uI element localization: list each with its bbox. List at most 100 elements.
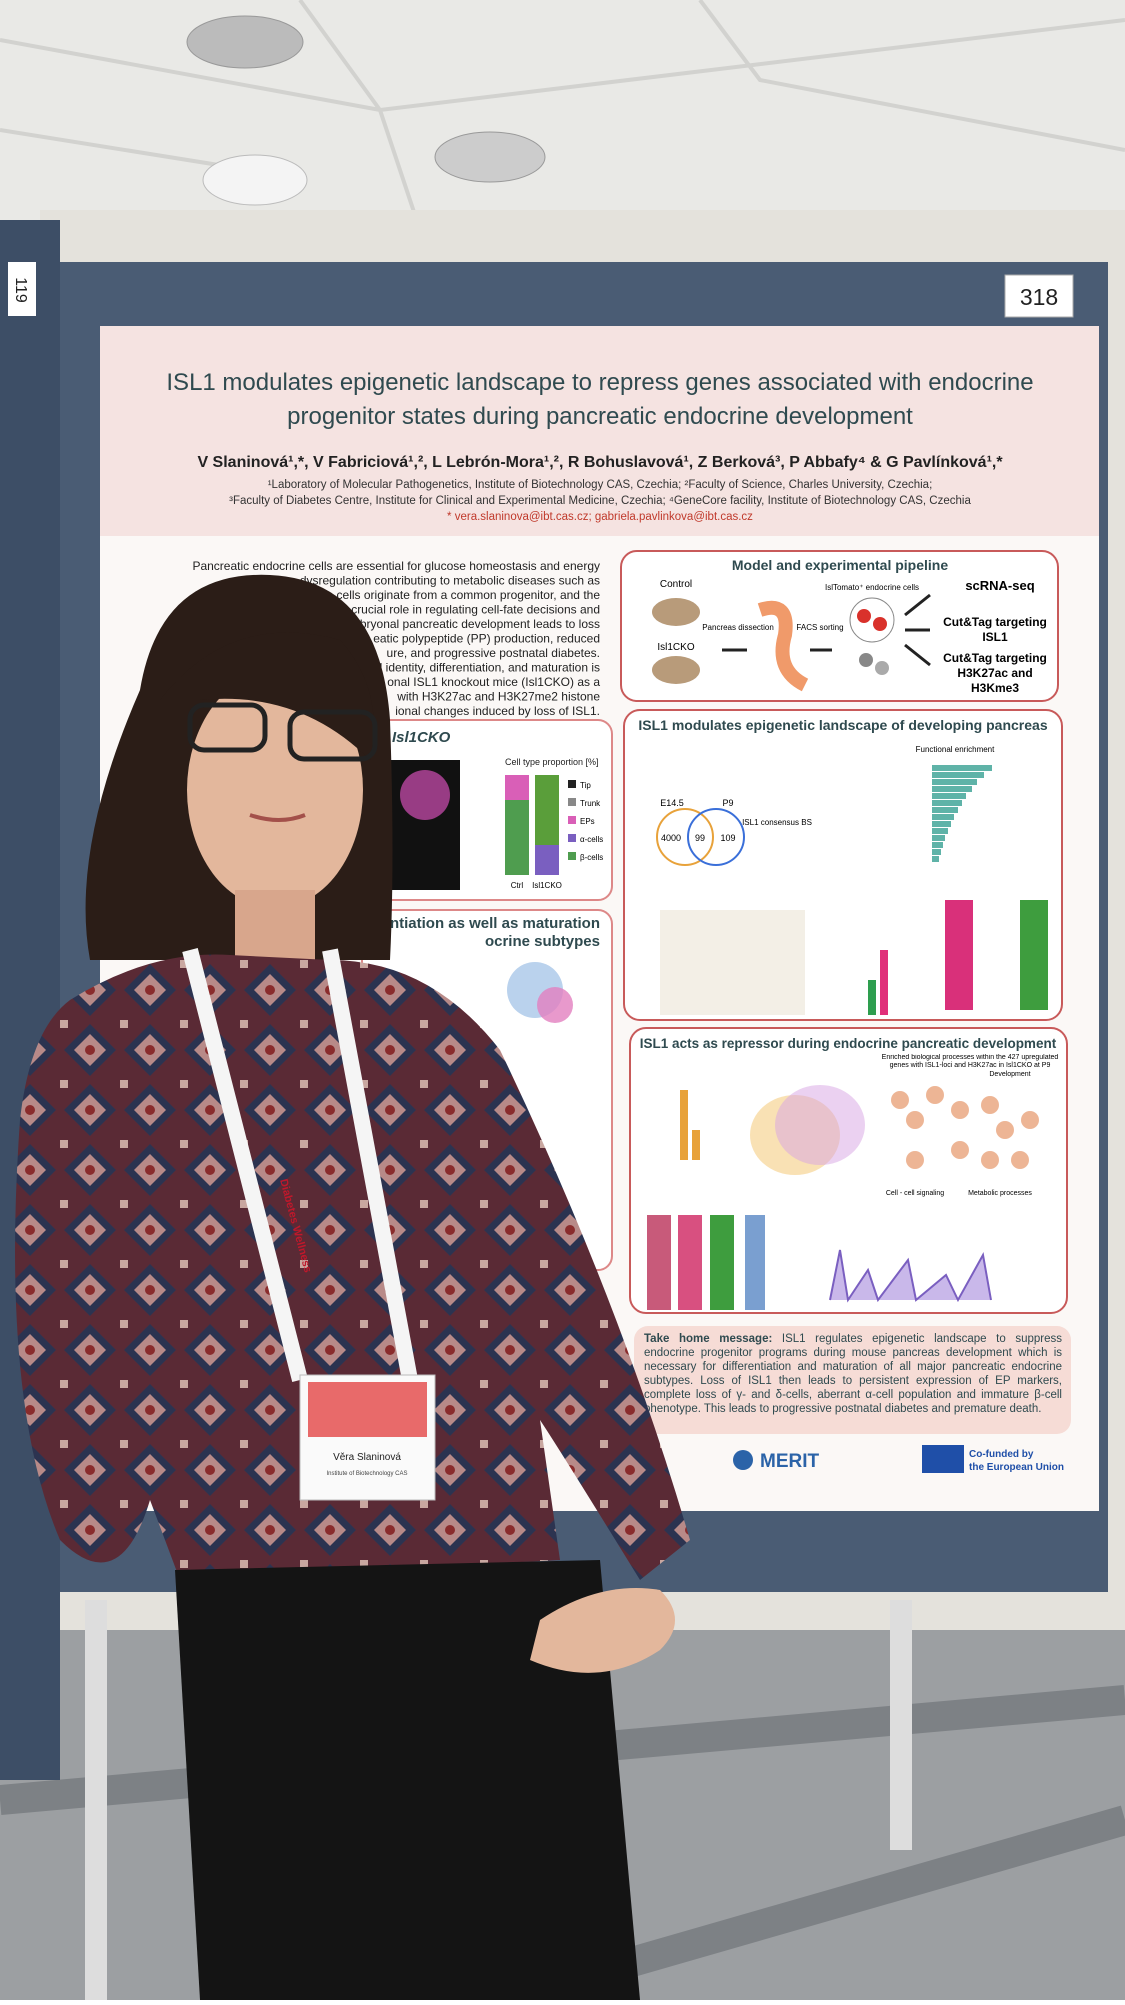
side-label: 119	[12, 277, 29, 303]
enrichment-chart	[932, 765, 992, 862]
legend-label: EPs	[580, 817, 595, 826]
heatmap	[1020, 900, 1048, 1010]
intro-line: onal ISL1 knockout mice (Isl1CKO) as a	[387, 675, 600, 689]
poster-title: progenitor states during pancreatic endo…	[287, 403, 913, 430]
mouse	[652, 656, 700, 684]
intro: Pancreatic endocrine cells are essential…	[192, 559, 600, 718]
enrichment-bar	[932, 828, 948, 834]
badge-institute: Institute of Biotechnology CAS	[326, 1471, 407, 1477]
venn-circle	[687, 808, 745, 866]
poster-title: ISL1 modulates epigenetic landscape to r…	[166, 369, 1033, 396]
enrichment-bar	[932, 821, 951, 827]
trousers	[175, 1560, 640, 2000]
intro-line: with H3K27ac and H3K27me2 histone	[396, 690, 600, 704]
enrichment-bar	[932, 793, 966, 799]
mouse	[652, 598, 700, 626]
person: Diabetes Wellness Věra Slaninová Institu…	[15, 574, 690, 2000]
face	[187, 672, 363, 908]
panel-heading: ISL1 modulates epigenetic landscape of d…	[638, 717, 1047, 733]
take-home-label: Take home message:	[644, 1333, 773, 1345]
panel-heading: Model and experimental pipeline	[732, 557, 948, 573]
email: * vera.slaninova@ibt.cas.cz; gabriela.pa…	[447, 511, 753, 523]
authors: V Slaninová¹,*, V Fabriciová¹,², L Lebró…	[197, 454, 1003, 471]
network-node	[906, 1111, 924, 1129]
cell	[857, 609, 871, 623]
output: scRNA-seq	[965, 578, 1034, 593]
label: FACS sorting	[796, 623, 843, 632]
tag: Metabolic processes	[968, 1190, 1032, 1197]
subtitle: Enriched biological processes within the…	[881, 1054, 1059, 1069]
intro-line: Pancreatic endocrine cells are essential…	[192, 559, 600, 573]
label: IslTomato⁺ endocrine cells	[825, 583, 919, 592]
neck	[235, 890, 315, 960]
board-leg	[85, 1600, 107, 2000]
board-leg	[890, 1600, 912, 1850]
pancreas	[757, 600, 809, 692]
venn-label: E14.5	[660, 798, 684, 808]
legend-label: Tip	[580, 781, 591, 790]
legend-swatch	[568, 816, 576, 824]
sensor	[202, 154, 308, 206]
tracks	[829, 1249, 992, 1303]
output: Cut&Tag targeting H3K27ac and H3Kme3	[943, 651, 1047, 695]
panel-heading: ntiation as well as maturation	[390, 915, 600, 932]
outputs: Cut&Tag targeting ISL1 Cut&Tag targeting…	[943, 615, 1047, 695]
legend-swatch	[568, 852, 576, 860]
venn-count: 99	[695, 833, 705, 843]
glasses	[287, 709, 378, 762]
legend-swatch	[568, 780, 576, 788]
legend-swatch	[568, 798, 576, 806]
label: ISL1 consensus BS	[742, 818, 812, 827]
motif-table	[660, 910, 805, 1015]
enrichment-bar	[932, 835, 945, 841]
enrichment-bar	[932, 772, 984, 778]
micrograph-stain	[400, 770, 450, 820]
enrichment-bar	[932, 856, 939, 862]
heatmap	[647, 1215, 671, 1310]
blouse	[15, 954, 690, 1580]
booth-tag	[1004, 274, 1074, 318]
cell	[875, 661, 889, 675]
enrichment-bar	[932, 807, 958, 813]
side-tag	[8, 262, 36, 316]
venn-circle	[656, 808, 714, 866]
network-node	[996, 1121, 1014, 1139]
network-node	[951, 1101, 969, 1119]
bar-segment	[505, 775, 529, 800]
glasses	[187, 702, 268, 753]
output: Cut&Tag targeting ISL1	[943, 615, 1047, 644]
panel-heading: Isl1CKO	[392, 729, 451, 746]
legend-swatch	[568, 834, 576, 842]
affiliation: ³Faculty of Diabetes Centre, Institute f…	[229, 495, 971, 507]
affiliation: ¹Laboratory of Molecular Pathogenetics, …	[268, 479, 933, 491]
enrichment-bar	[932, 800, 962, 806]
heatmap	[710, 1215, 734, 1310]
booth-number: 318	[1020, 284, 1058, 310]
legend-label: α-cells	[580, 835, 603, 844]
merit-text: MERIT	[760, 1451, 820, 1472]
intro-line: ional changes induced by loss of ISL1.	[395, 704, 600, 718]
take-home-box	[634, 1326, 1071, 1434]
network-node	[981, 1096, 999, 1114]
venn-label: P9	[722, 798, 733, 808]
label: Isl1CKO	[657, 642, 694, 653]
intro-line: mbryonal pancreatic development leads to…	[350, 617, 600, 631]
take-home: Take home message: ISL1 regulates epigen…	[644, 1333, 1062, 1415]
venn-count: 4000	[661, 833, 681, 843]
ceiling	[0, 0, 1125, 230]
network-node	[1011, 1151, 1029, 1169]
hands	[530, 1588, 675, 1673]
subtitle-text: Enriched biological processes within the…	[881, 1054, 1059, 1069]
panel	[620, 550, 1059, 702]
network-node	[981, 1151, 999, 1169]
take-home-text: ISL1 regulates epigenetic landscape to s…	[644, 1333, 1062, 1415]
enrichment-bar	[932, 814, 954, 820]
enrichment-bar	[932, 779, 977, 785]
bar	[680, 1090, 688, 1160]
legend-label: Trunk	[580, 799, 601, 808]
eu-flag	[922, 1445, 964, 1473]
panel	[629, 1027, 1068, 1314]
umap	[537, 987, 573, 1023]
network-node	[906, 1151, 924, 1169]
